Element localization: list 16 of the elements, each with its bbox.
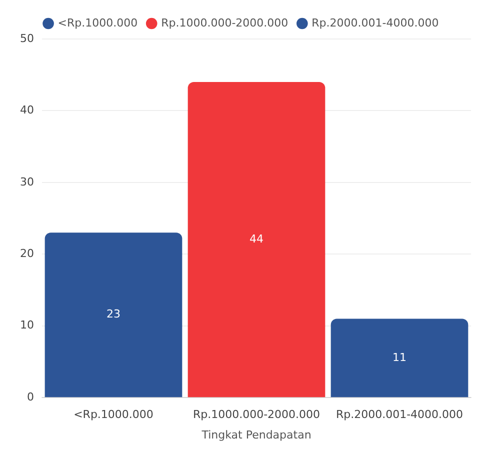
data-label: 23 <box>106 308 120 321</box>
data-label: 11 <box>392 350 406 364</box>
data-label: 44 <box>250 232 264 246</box>
y-tick-label: 20 <box>20 247 34 260</box>
x-tick-label: Rp.1000.000-2000.000 <box>192 408 320 422</box>
x-axis-title: Tingkat Pendapatan <box>200 428 312 442</box>
legend-label: <Rp.1000.000 <box>58 16 138 30</box>
y-tick-label: 50 <box>20 32 34 45</box>
legend-label: Rp.2000.001-4000.000 <box>312 16 439 30</box>
y-tick-label: 10 <box>20 318 34 332</box>
y-tick-label: 0 <box>26 390 34 404</box>
x-tick-label: <Rp.1000.000 <box>74 408 154 422</box>
y-tick-label: 30 <box>20 175 34 188</box>
legend-label: Rp.1000.000-2000.000 <box>161 16 288 30</box>
x-tick-label: Rp.2000.001-4000.000 <box>336 408 464 422</box>
y-tick-label: 40 <box>20 104 34 117</box>
